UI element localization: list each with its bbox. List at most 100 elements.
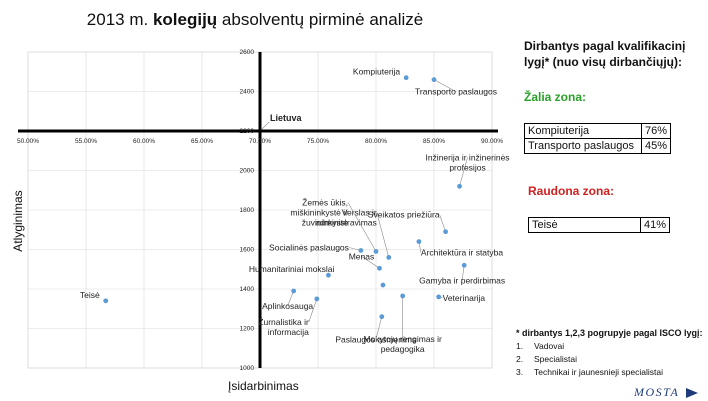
y-axis-label: Atlyginimas <box>11 190 25 252</box>
mosta-logo: MOSTA <box>633 385 698 399</box>
x-tick-label: 80.00% <box>365 138 387 145</box>
y-tick-label: 1800 <box>240 207 255 214</box>
list-item-text: Specialistai <box>534 354 577 364</box>
x-tick-label: 75.00% <box>307 138 329 145</box>
list-item: 3. Technikai ir jaunesnieji specialistai <box>516 366 663 379</box>
leader-line <box>347 202 377 252</box>
y-tick-label: 1000 <box>240 365 255 372</box>
y-tick-label: 2400 <box>240 89 255 96</box>
point-label: Mokytojų rengimas ir <box>363 334 442 344</box>
point-label: profesijos <box>449 162 485 172</box>
leader-line <box>308 298 318 322</box>
point-label: Architektūra ir statyba <box>421 248 503 258</box>
green-zone-title: Žalia zona: <box>524 90 587 104</box>
point-label: Transporto paslaugos <box>415 87 497 97</box>
scatter-chart: 50.00% 55.00% 60.00% 65.00% 70.00% 75.00% 80.0… <box>17 49 510 372</box>
data-point <box>314 296 320 302</box>
data-point <box>326 272 331 278</box>
data-point <box>403 75 409 81</box>
leader-line <box>287 290 294 307</box>
point-label: Verslas ir <box>342 207 377 217</box>
logo-text: MOSTA <box>633 385 679 399</box>
point-label: informacija <box>268 327 309 337</box>
data-point <box>291 288 297 294</box>
chart-title: 2013 m. kolegijų absolventų pirminė anal… <box>86 10 424 29</box>
y-tick-label: 1200 <box>240 326 255 333</box>
point-label: Paslaugos asmenims <box>335 335 416 345</box>
x-axis-label: Įsidarbinimas <box>228 379 299 393</box>
point-label: Humanitariniai mokslai <box>249 264 335 274</box>
data-point <box>379 314 385 320</box>
y-tick-label: 2000 <box>240 168 255 175</box>
table-row: Teisė 41% <box>528 217 671 233</box>
data-point <box>380 282 386 288</box>
point-label: Žemės ūkis, <box>302 197 348 207</box>
data-point <box>443 229 448 235</box>
leader-line <box>376 212 390 258</box>
side-heading: Dirbantys pagal kvalifikacinį lygį* (nuo… <box>524 39 686 69</box>
list-item-number: 1. <box>516 341 524 351</box>
point-label: Teisė <box>80 290 100 300</box>
list-item-number: 3. <box>516 367 524 377</box>
table-cell: Teisė <box>528 217 641 233</box>
table-row: Kompiuterija 76% <box>524 123 672 139</box>
y-tick-label: 1600 <box>240 247 255 254</box>
y-tick-label: 1400 <box>240 286 255 293</box>
data-point <box>386 255 392 260</box>
data-point <box>431 77 437 83</box>
leader-line <box>361 256 380 269</box>
y-tick-label: 2600 <box>240 49 255 56</box>
point-label: administravimas <box>315 217 376 227</box>
x-tick-label: 55.00% <box>75 138 97 145</box>
point-label: Gamyba ir perdirbimas <box>419 275 505 285</box>
x-tick-label: 50.00% <box>17 138 39 145</box>
table-cell: Transporto paslaugos <box>524 138 642 154</box>
point-label: Aplinkosauga <box>262 301 313 311</box>
point-label: miškininkystė ir <box>290 207 348 217</box>
table-cell: 45% <box>640 138 672 154</box>
point-label: Menas <box>349 251 375 261</box>
point-label: Socialinės paslaugos <box>269 242 349 252</box>
leader-line <box>439 214 446 232</box>
list-item: 1. Vadovai <box>516 340 663 353</box>
data-point <box>457 183 462 189</box>
x-tick-label: 60.00% <box>133 138 155 145</box>
x-tick-label: 90.00% <box>481 138 503 145</box>
table-cell: 76% <box>640 123 672 139</box>
x-tick-label: 70.00% <box>249 138 271 145</box>
list-item-number: 2. <box>516 354 524 364</box>
table-cell: 41% <box>639 217 671 233</box>
data-point <box>416 239 422 245</box>
point-label: Inžinerija ir inžinerinės <box>425 152 509 162</box>
point-label: Žurnalistika ir <box>258 317 309 327</box>
x-tick-label: 65.00% <box>191 138 213 145</box>
data-point <box>103 298 109 304</box>
data-point <box>373 249 379 254</box>
leader-line <box>433 79 457 92</box>
list-item-text: Vadovai <box>534 341 565 351</box>
data-point <box>358 248 364 253</box>
table-cell: Kompiuterija <box>524 123 642 139</box>
leader-line <box>375 316 383 340</box>
point-label: pedagogika <box>381 344 425 354</box>
data-point <box>377 265 382 271</box>
point-label: Sveikatos priežiūra <box>368 210 440 220</box>
red-zone-table: Teisė 41% <box>528 217 671 233</box>
x-tick-label: 85.00% <box>423 138 445 145</box>
point-label: žuvininkystė <box>302 217 349 227</box>
leader-line <box>461 265 465 281</box>
red-zone-title: Raudona zona: <box>528 184 614 198</box>
point-label: Veterinarija <box>443 293 486 303</box>
data-point <box>436 294 442 300</box>
crosshair-label: Lietuva <box>270 113 303 123</box>
crosshair-leader-line <box>261 121 270 130</box>
list-item-text: Technikai ir jaunesnieji specialistai <box>534 367 663 377</box>
table-row: Transporto paslaugos 45% <box>524 138 672 154</box>
leader-line <box>459 157 468 187</box>
point-label: Kompiuterija <box>353 67 401 77</box>
list-item: 2. Specialistai <box>516 353 663 366</box>
arrow-icon <box>686 388 698 398</box>
data-point <box>461 262 467 268</box>
isco-list: 1. Vadovai 2. Specialistai 3. Technikai ir … <box>516 340 663 379</box>
isco-note: * dirbantys 1,2,3 pogrupyje pagal ISCO l… <box>516 328 703 338</box>
